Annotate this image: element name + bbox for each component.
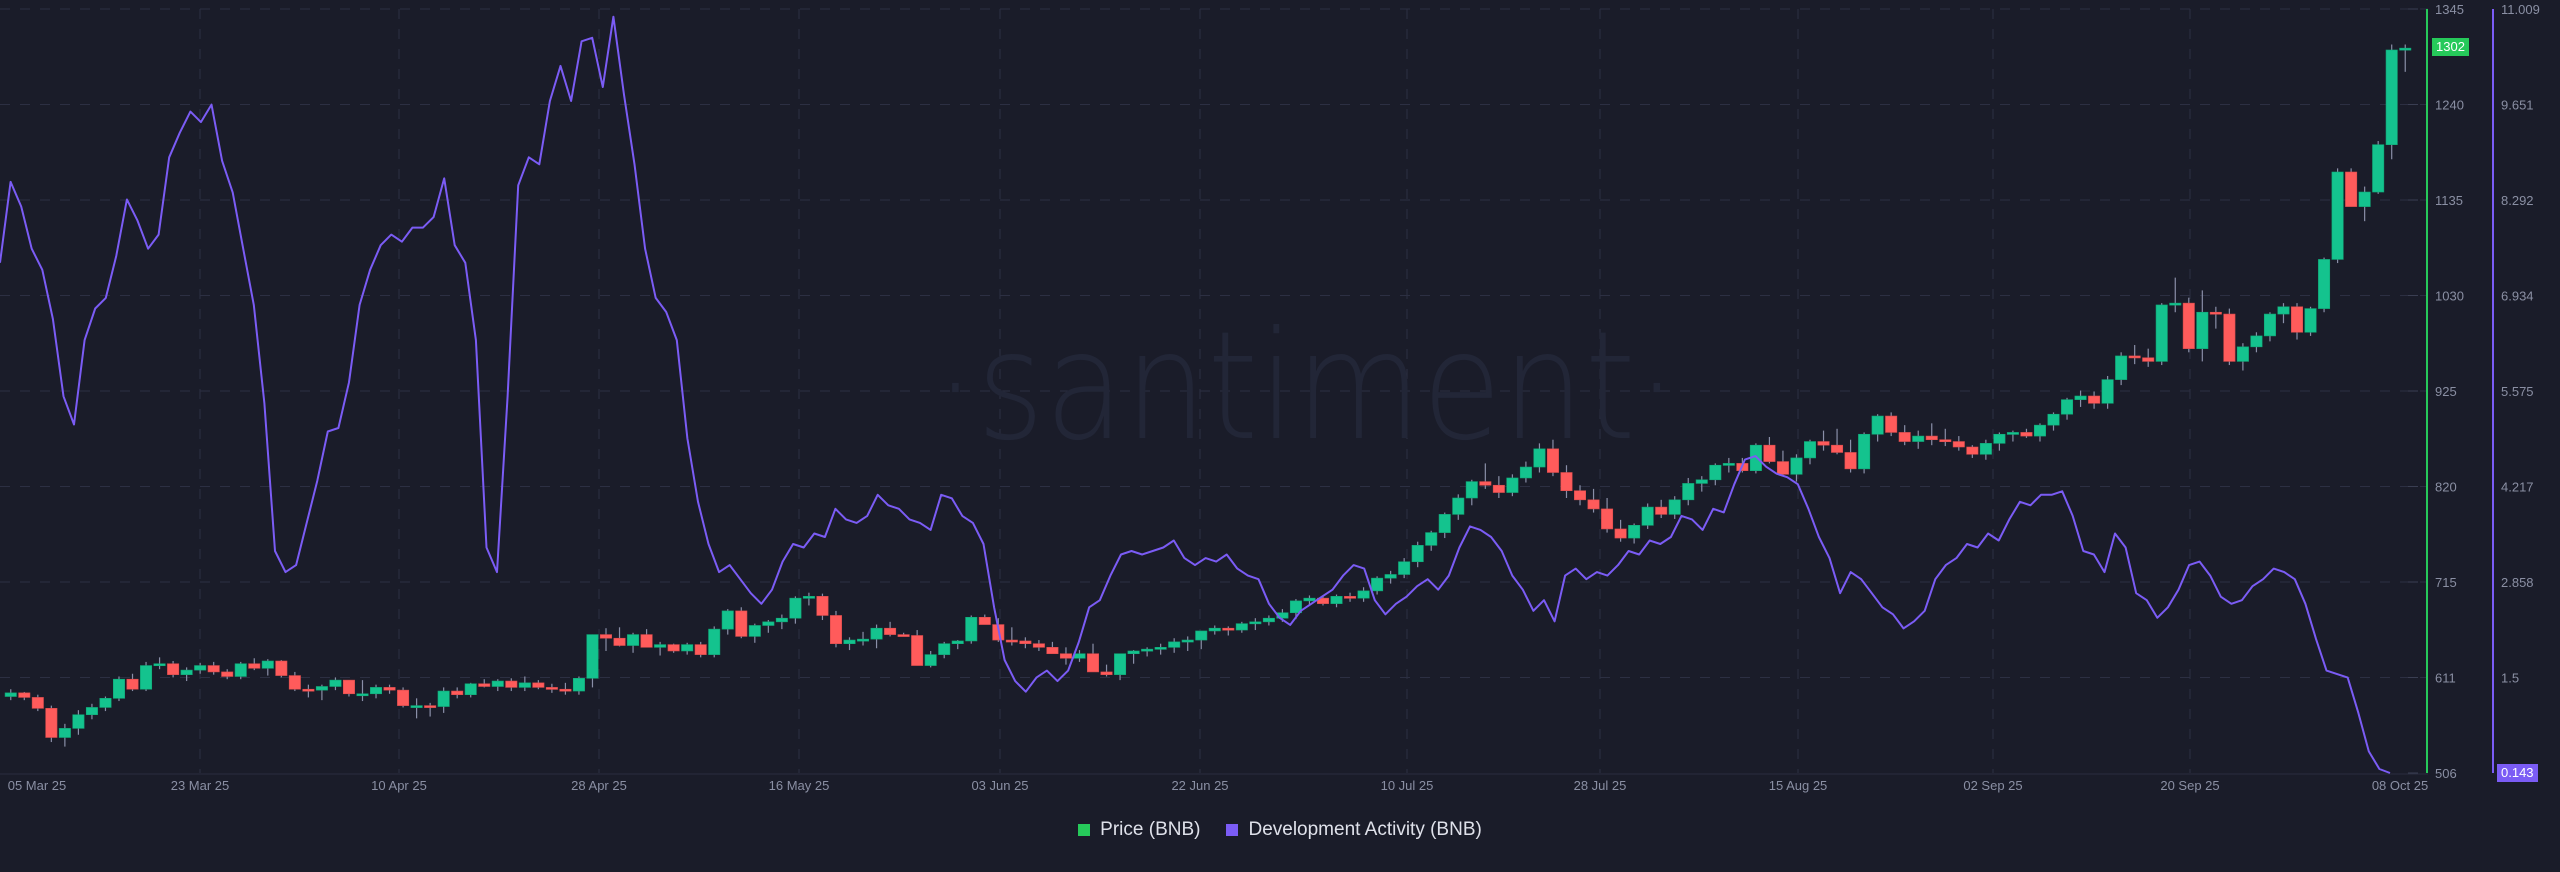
- svg-text:715: 715: [2435, 575, 2457, 590]
- svg-text:16 May 25: 16 May 25: [769, 778, 830, 793]
- legend-label-price: Price (BNB): [1100, 819, 1201, 840]
- svg-text:1135: 1135: [2435, 193, 2463, 208]
- svg-text:10 Jul 25: 10 Jul 25: [1381, 778, 1434, 793]
- legend-item-price[interactable]: Price (BNB): [1078, 819, 1200, 841]
- svg-text:1030: 1030: [2435, 289, 2464, 304]
- svg-text:15 Aug 25: 15 Aug 25: [1769, 778, 1828, 793]
- legend-label-dev-activity: Development Activity (BNB): [1248, 819, 1482, 840]
- svg-text:10 Apr 25: 10 Apr 25: [371, 778, 427, 793]
- svg-text:611: 611: [2435, 671, 2456, 686]
- svg-text:1240: 1240: [2435, 98, 2464, 113]
- svg-text:506: 506: [2435, 766, 2457, 781]
- legend-swatch-price: [1078, 824, 1091, 836]
- svg-text:05 Mar 25: 05 Mar 25: [8, 778, 67, 793]
- svg-text:08 Oct 25: 08 Oct 25: [2372, 778, 2428, 793]
- svg-text:28 Apr 25: 28 Apr 25: [571, 778, 627, 793]
- grid-lines: [0, 8, 2428, 775]
- chart-legend: Price (BNB) Development Activity (BNB): [0, 819, 2560, 841]
- svg-text:1.5: 1.5: [2501, 671, 2519, 686]
- legend-swatch-dev-activity: [1226, 824, 1239, 836]
- price-candlesticks: [4, 44, 2412, 747]
- svg-text:11.009: 11.009: [2501, 2, 2540, 17]
- development-activity-line: [0, 15, 2391, 774]
- svg-text:2.858: 2.858: [2501, 575, 2534, 590]
- svg-text:1345: 1345: [2435, 2, 2464, 17]
- svg-text:22 Jun 25: 22 Jun 25: [1171, 778, 1228, 793]
- legend-item-dev-activity[interactable]: Development Activity (BNB): [1226, 819, 1482, 841]
- price-last-value-badge: 1302: [2432, 38, 2469, 56]
- dev-activity-last-value-badge: 0.143: [2497, 764, 2538, 782]
- svg-text:20 Sep 25: 20 Sep 25: [2160, 778, 2219, 793]
- svg-text:6.934: 6.934: [2501, 289, 2534, 304]
- svg-text:925: 925: [2435, 384, 2457, 399]
- svg-text:02 Sep 25: 02 Sep 25: [1963, 778, 2022, 793]
- svg-text:03 Jun 25: 03 Jun 25: [971, 778, 1028, 793]
- svg-text:8.292: 8.292: [2501, 193, 2534, 208]
- svg-text:820: 820: [2435, 480, 2457, 495]
- svg-text:23 Mar 25: 23 Mar 25: [171, 778, 230, 793]
- svg-text:5.575: 5.575: [2501, 384, 2534, 399]
- svg-text:9.651: 9.651: [2501, 98, 2534, 113]
- svg-text:28 Jul 25: 28 Jul 25: [1574, 778, 1627, 793]
- axes: 1345 11.009 1240 9.651 1135 8.292 1030 6.934 925…: [8, 2, 2540, 793]
- svg-text:4.217: 4.217: [2501, 480, 2534, 495]
